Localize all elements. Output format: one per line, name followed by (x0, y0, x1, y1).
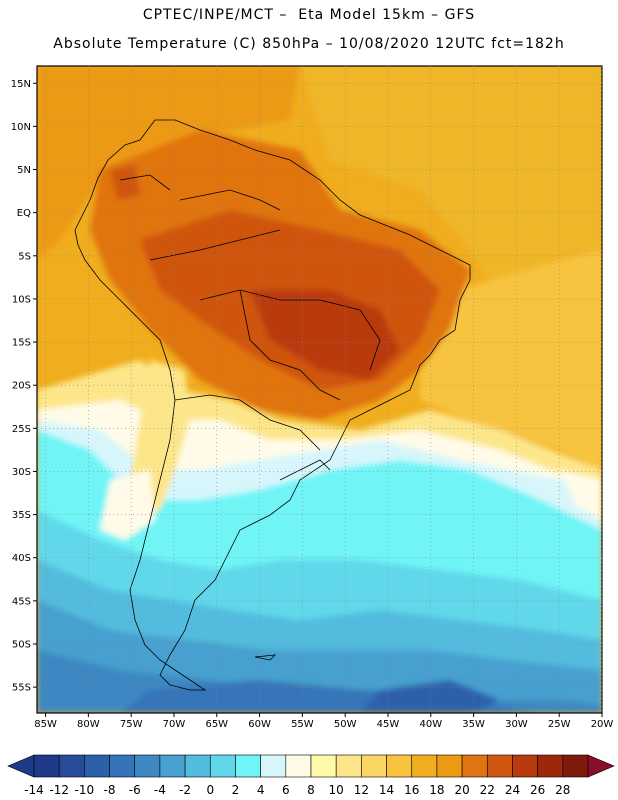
lon-label: 80W (77, 719, 100, 730)
colorbar-label: -2 (179, 783, 191, 797)
colorbar-label: -6 (129, 783, 141, 797)
lat-label: 55S (12, 683, 31, 694)
lon-label: 85W (34, 719, 57, 730)
lat-label: 5N (17, 165, 31, 176)
lat-label: 15S (12, 338, 31, 349)
colorbar-box (361, 754, 387, 778)
lat-label: 40S (12, 553, 31, 564)
lat-label: 25S (12, 424, 31, 435)
colorbar-label: -14 (24, 783, 44, 797)
longitude-labels: 85W 80W 75W 70W 65W 60W 55W 50W 45W 40W 35W 30W 25W 2… (34, 719, 613, 730)
colorbar-box (235, 754, 261, 778)
graticule (33, 66, 603, 717)
lat-label: 10N (11, 122, 31, 133)
colorbar-box (58, 754, 85, 778)
lat-label: 20S (12, 381, 31, 392)
colorbar-box (184, 754, 211, 778)
colorbar-label: 4 (257, 783, 265, 797)
lon-label: 50W (334, 719, 357, 730)
colorbar-box (33, 754, 60, 778)
colorbar-right-arrow (587, 754, 615, 778)
colorbar-label: 10 (329, 783, 344, 797)
coastline (74, 119, 471, 691)
lat-label: 15N (11, 79, 31, 90)
colorbar-label: 20 (454, 783, 469, 797)
colorbar-box (310, 754, 337, 778)
colorbar-box (436, 754, 463, 778)
colorbar (7, 754, 615, 778)
lon-label: 60W (248, 719, 271, 730)
colorbar-box (486, 754, 513, 778)
colorbar-labels: -14 -12 -10 -8 -6 -4 -2 0 2 4 6 8 10 12 14 16 18 20 22 24 26… (24, 783, 570, 797)
map-title: CPTEC/INPE/MCT – Eta Model 15km – GFS (142, 7, 476, 23)
lon-label: 70W (163, 719, 186, 730)
colorbar-box (411, 754, 438, 778)
lat-label: 45S (12, 596, 31, 607)
colorbar-box (109, 754, 136, 778)
colorbar-box (335, 754, 362, 778)
colorbar-box (562, 754, 589, 778)
colorbar-box (386, 754, 413, 778)
colorbar-label: 26 (530, 783, 545, 797)
colorbar-box (461, 754, 488, 778)
map-subtitle: Absolute Temperature (C) 850hPa – 10/08/… (53, 36, 565, 52)
lon-label: 35W (462, 719, 485, 730)
lon-label: 40W (419, 719, 442, 730)
lon-label: 25W (548, 719, 571, 730)
colorbar-left-arrow (7, 754, 35, 778)
lat-label: 30S (12, 467, 31, 478)
temperature-field (37, 66, 602, 713)
colorbar-label: 2 (232, 783, 240, 797)
colorbar-box (537, 754, 564, 778)
lat-label: 35S (12, 510, 31, 521)
colorbar-label: 8 (307, 783, 315, 797)
colorbar-box (159, 754, 186, 778)
lat-label: 5S (18, 251, 31, 262)
colorbar-label: -10 (75, 783, 95, 797)
colorbar-label: 16 (404, 783, 419, 797)
colorbar-label: -4 (154, 783, 166, 797)
lat-label: 50S (12, 639, 31, 650)
colorbar-label: 22 (480, 783, 495, 797)
colorbar-label: -12 (49, 783, 69, 797)
colorbar-label: 0 (206, 783, 214, 797)
lon-label: 65W (205, 719, 228, 730)
colorbar-box (260, 754, 287, 778)
colorbar-label: -8 (104, 783, 116, 797)
colorbar-box (84, 754, 110, 778)
lon-label: 45W (377, 719, 400, 730)
colorbar-box (209, 754, 236, 778)
colorbar-box (512, 754, 538, 778)
colorbar-label: 18 (429, 783, 444, 797)
colorbar-box (285, 754, 312, 778)
map-frame (36, 65, 603, 714)
colorbar-label: 24 (505, 783, 520, 797)
lat-label: EQ (17, 208, 31, 219)
lon-label: 55W (291, 719, 314, 730)
colorbar-label: 28 (555, 783, 570, 797)
lon-label: 30W (505, 719, 528, 730)
lon-label: 20W (591, 719, 614, 730)
colorbar-label: 14 (379, 783, 394, 797)
lat-label: 10S (12, 294, 31, 305)
lon-label: 75W (120, 719, 143, 730)
colorbar-label: 6 (282, 783, 290, 797)
latitude-labels: 15N 10N 5N EQ 5S 10S 15S 20S 25S 30S 35S 40S 45S 50S 5… (11, 79, 31, 694)
colorbar-box (134, 754, 161, 778)
colorbar-label: 12 (354, 783, 369, 797)
